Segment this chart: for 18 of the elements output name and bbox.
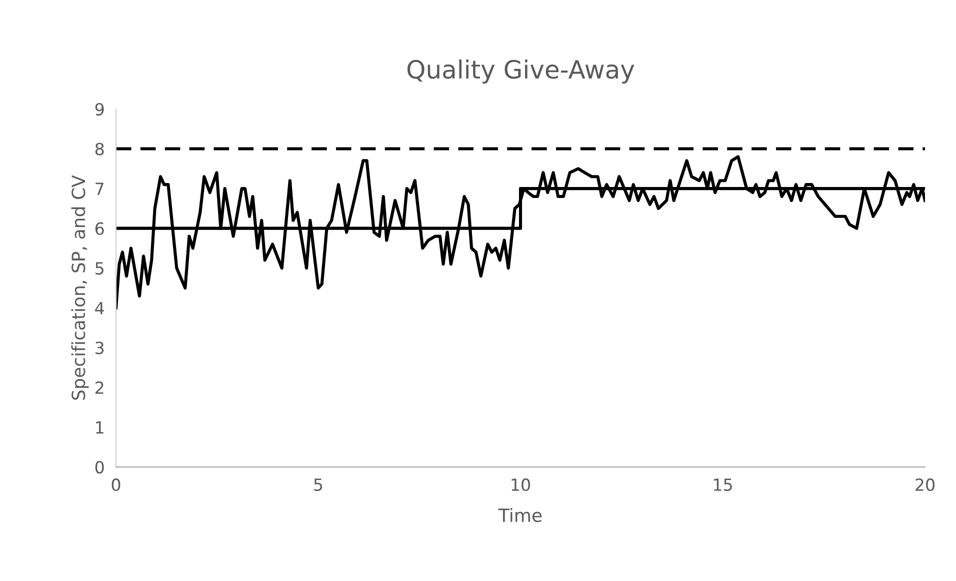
- chart-title: Quality Give-Away: [407, 59, 634, 84]
- y-tick-label: 9: [95, 102, 104, 116]
- y-tick-label: 8: [95, 142, 104, 156]
- y-tick-label: 6: [95, 222, 104, 235]
- x-tick-label: 20: [916, 478, 934, 492]
- y-tick-label: 4: [95, 302, 104, 314]
- x-tick-label: 10: [512, 478, 530, 492]
- y-tick-label: 3: [96, 342, 104, 354]
- x-tick-label: 5: [314, 478, 322, 492]
- y-tick-label: 5: [96, 262, 104, 275]
- y-tick-label: 0: [95, 460, 104, 474]
- y-axis-title: Specification, SP, and CV: [71, 175, 89, 400]
- x-tick-label: 15: [714, 478, 732, 492]
- y-tick-label: 1: [96, 421, 104, 434]
- x-tick-label: 0: [112, 478, 120, 492]
- y-tick-label: 7: [96, 182, 104, 195]
- y-tick-label: 2: [96, 381, 104, 394]
- x-axis-title: Time: [498, 508, 542, 522]
